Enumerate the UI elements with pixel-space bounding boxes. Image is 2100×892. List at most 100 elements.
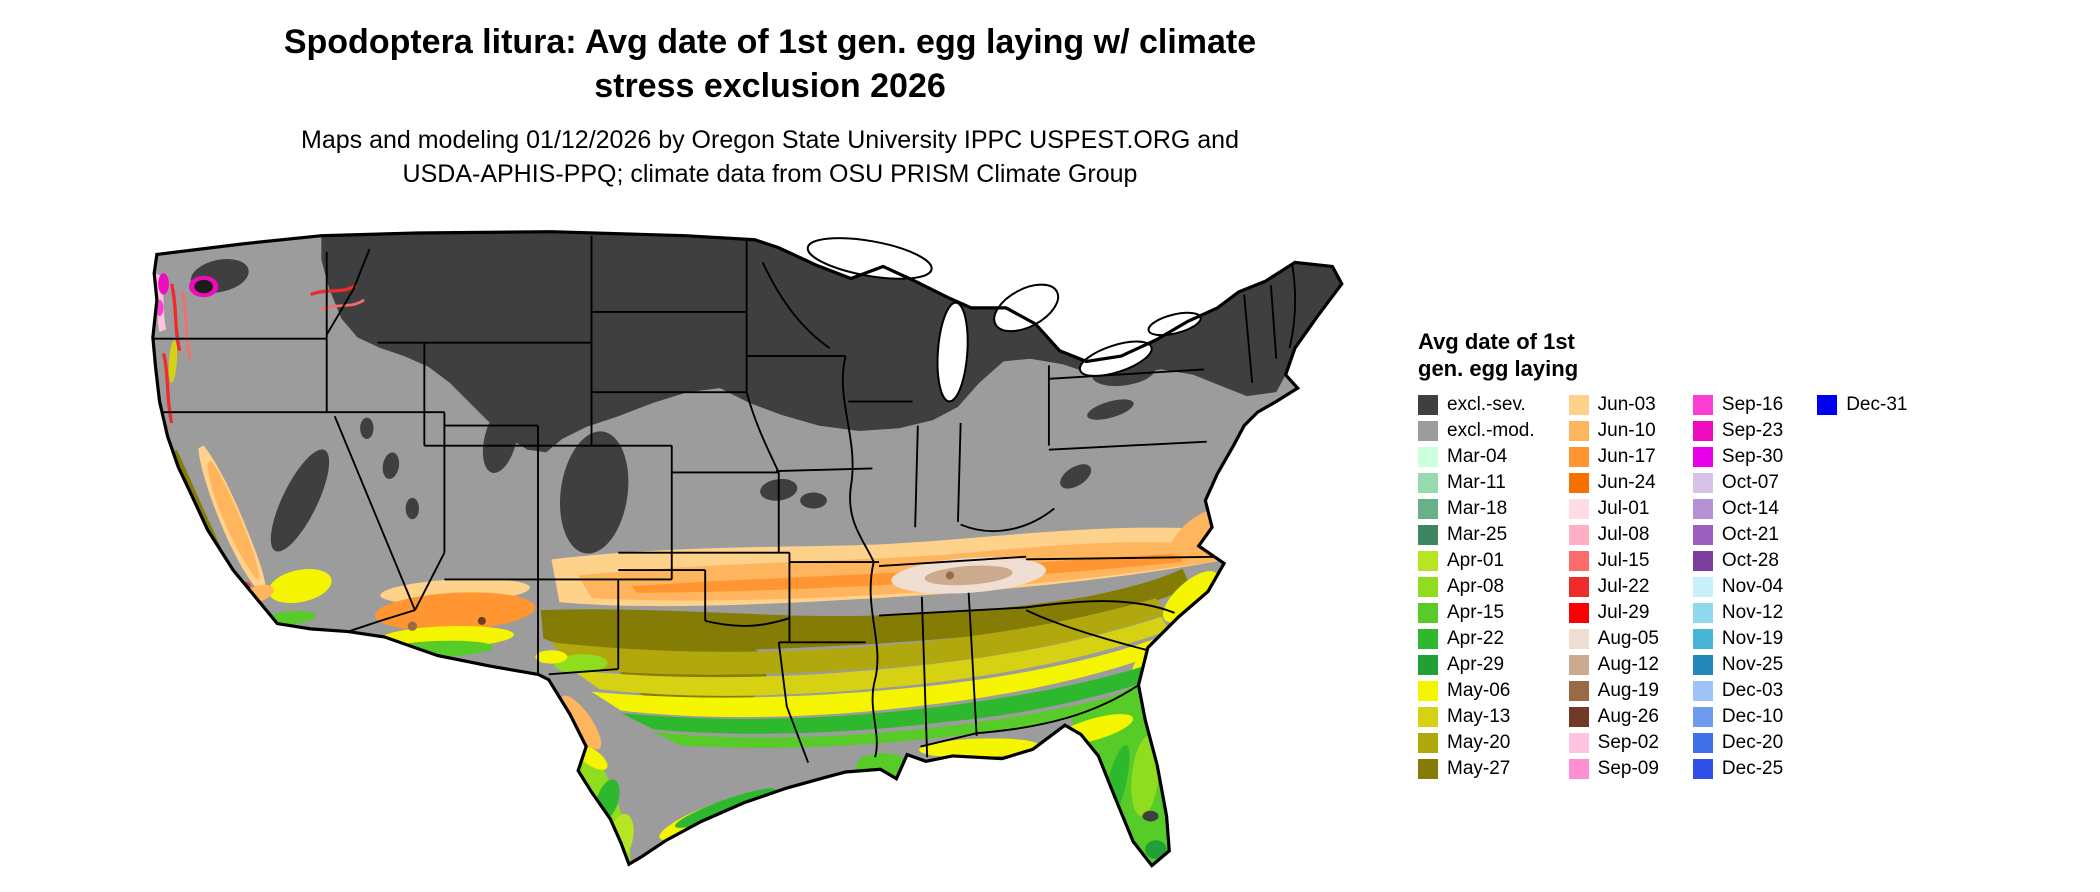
legend-swatch <box>1568 395 1589 415</box>
legend-entry: May-20 <box>1418 730 1535 756</box>
west-texas-orange <box>560 695 602 750</box>
inland-nw-red-streak <box>310 283 358 297</box>
legend-entry: Mar-11 <box>1418 470 1535 496</box>
legend-swatch <box>1692 525 1713 545</box>
legend-entry: Jun-24 <box>1568 470 1659 496</box>
texas-coast-green <box>674 788 776 828</box>
legend-entry: Apr-15 <box>1418 600 1535 626</box>
ozark-dark-patch <box>800 492 827 509</box>
legend-columns: excl.-sev. excl.-mod. Mar-04 Mar-11 Mar-18 Ma… <box>1418 392 1907 782</box>
lake-ontario <box>1147 311 1202 337</box>
legend-label: Oct-14 <box>1721 498 1779 519</box>
legend-entry: Apr-08 <box>1418 574 1535 600</box>
legend-swatch <box>1568 499 1589 519</box>
legend-label: Aug-26 <box>1597 706 1659 727</box>
legend-label: Jul-01 <box>1597 498 1650 519</box>
legend-label: Mar-11 <box>1447 472 1506 493</box>
legend-title-line1: Avg date of 1st <box>1418 329 1575 354</box>
legend-entry: May-13 <box>1418 704 1535 730</box>
legend-entry: Jul-01 <box>1568 496 1659 522</box>
legend-entry: Dec-10 <box>1692 704 1784 730</box>
norcal-coast-red-streak <box>161 352 174 424</box>
legend-swatch <box>1568 759 1589 779</box>
legend-swatch <box>1692 551 1713 571</box>
legend-entry: Sep-30 <box>1692 444 1783 470</box>
california-coastrange-olive <box>171 449 246 596</box>
legend-swatch <box>1568 473 1589 493</box>
map-subtitle-line1: Maps and modeling 01/12/2026 by Oregon S… <box>301 126 1239 154</box>
legend-swatch <box>1418 603 1438 623</box>
legend-label: Dec-03 <box>1721 680 1784 701</box>
legend-label: Nov-19 <box>1721 628 1784 649</box>
legend-label: Apr-01 <box>1447 550 1505 571</box>
legend-label: Oct-28 <box>1721 550 1779 571</box>
legend-swatch <box>1418 655 1438 675</box>
legend-label: Mar-18 <box>1447 498 1508 519</box>
legend-swatch <box>1418 499 1438 519</box>
legend-swatch <box>1418 681 1438 701</box>
sierra-dark-patch <box>270 449 330 552</box>
legend-label: May-13 <box>1447 706 1511 727</box>
legend-entry: Oct-07 <box>1692 470 1783 496</box>
band-may06 <box>591 635 1172 718</box>
legend-swatch <box>1568 681 1589 701</box>
legend-column-1: excl.-sev. excl.-mod. Mar-04 Mar-11 Mar-18 Ma… <box>1418 392 1535 782</box>
legend-entry: Jul-22 <box>1568 574 1659 600</box>
legend-label: Apr-29 <box>1447 654 1505 675</box>
legend-label: May-27 <box>1447 758 1511 779</box>
legend-label: Apr-22 <box>1447 628 1505 649</box>
map-title: Spodoptera litura: Avg date of 1st gen. … <box>0 20 1540 108</box>
map-speckle <box>945 571 954 580</box>
legend-entry: Apr-22 <box>1418 626 1535 652</box>
carolina-coastal-yellow <box>1163 571 1219 623</box>
wasatch-dark-patch <box>482 405 519 473</box>
band-may13 <box>572 616 1170 696</box>
legend-label: Oct-21 <box>1721 524 1779 545</box>
legend-entry: Dec-03 <box>1692 678 1784 704</box>
legend-swatch <box>1418 759 1438 779</box>
new-mexico-south-green <box>554 654 608 674</box>
legend-label: Apr-08 <box>1447 576 1505 597</box>
legend-label: Dec-10 <box>1721 706 1784 727</box>
legend-entry: Sep-09 <box>1568 756 1659 782</box>
legend-swatch <box>1692 681 1713 701</box>
legend-entry: excl.-sev. <box>1418 392 1535 418</box>
legend-label: May-06 <box>1447 680 1511 701</box>
legend-entry: Nov-12 <box>1692 600 1783 626</box>
legend-entry: Apr-01 <box>1418 548 1535 574</box>
appalachian-dark-patch <box>1087 399 1134 420</box>
legend-swatch <box>1418 707 1438 727</box>
arizona-orange-band <box>374 592 536 631</box>
legend-label: Mar-04 <box>1447 446 1508 467</box>
map-speckle <box>477 616 486 625</box>
new-mexico-south-yellow <box>535 650 568 664</box>
legend-entry: Jul-08 <box>1568 522 1659 548</box>
legend-column-2: Jun-03 Jun-10 Jun-17 Jun-24 Jul-01 Jul-08 Jul-… <box>1568 392 1659 782</box>
legend-label: Jun-10 <box>1597 420 1656 441</box>
legend-swatch <box>1418 395 1438 415</box>
legend-swatch <box>1568 551 1589 571</box>
legend-swatch <box>1418 577 1438 597</box>
legend-label: Jun-03 <box>1597 394 1656 415</box>
legend-entry: Sep-23 <box>1692 418 1783 444</box>
legend-label: Apr-15 <box>1447 602 1505 623</box>
excluded-severe-region <box>321 231 1342 453</box>
tennessee-tan-patch <box>924 565 1013 586</box>
legend-swatch <box>1418 629 1438 649</box>
legend-swatch <box>1418 525 1438 545</box>
legend-swatch <box>1418 733 1438 753</box>
legend-swatch <box>1692 733 1713 753</box>
legend-swatch <box>1692 473 1713 493</box>
legend-swatch <box>1692 577 1713 597</box>
legend-entry: Oct-21 <box>1692 522 1783 548</box>
legend-label: Jul-15 <box>1597 550 1650 571</box>
legend-label: Aug-05 <box>1597 628 1659 649</box>
map-legend: Avg date of 1st gen. egg laying excl.-se… <box>1418 328 1907 782</box>
legend-entry: Jul-15 <box>1568 548 1659 574</box>
legend-entry: Aug-19 <box>1568 678 1659 704</box>
legend-entry: Apr-29 <box>1418 652 1535 678</box>
band-may20 <box>551 598 1167 675</box>
legend-label: Nov-04 <box>1721 576 1784 597</box>
legend-label: Aug-12 <box>1597 654 1659 675</box>
appalachian-dark-patch <box>1060 464 1092 489</box>
